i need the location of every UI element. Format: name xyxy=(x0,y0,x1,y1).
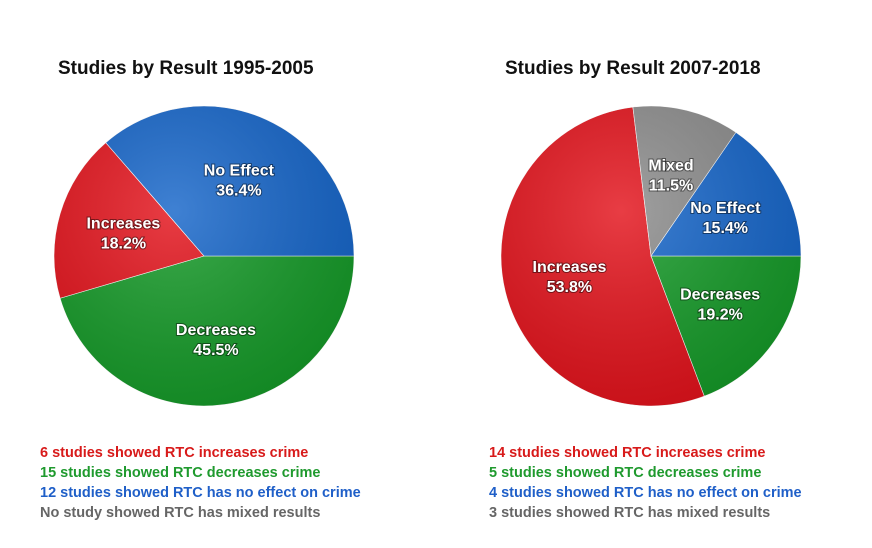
note-decreases: 15 studies showed RTC decreases crime xyxy=(40,465,321,481)
note-decreases: 5 studies showed RTC decreases crime xyxy=(489,465,762,481)
slice-name-decreases: Decreases xyxy=(176,322,256,339)
note-increases: 14 studies showed RTC increases crime xyxy=(489,445,766,461)
note-mixed: 3 studies showed RTC has mixed results xyxy=(489,505,771,521)
slice-name-mixed: Mixed xyxy=(648,157,693,174)
slice-name-decreases: Decreases xyxy=(680,287,760,304)
slice-name-increases: Increases xyxy=(86,215,160,232)
note-no-effect: 12 studies showed RTC has no effect on c… xyxy=(40,485,361,501)
chart-title-2007-2018: Studies by Result 2007-2018 xyxy=(505,58,761,79)
pie-sheen xyxy=(54,106,354,406)
slice-name-increases: Increases xyxy=(533,259,607,276)
pie-chart-1995-2005: Decreases 45.5% Increases 18.2% No Effect 36.… xyxy=(53,105,355,407)
note-mixed: No study showed RTC has mixed results xyxy=(40,505,321,521)
pie-sheen xyxy=(501,106,801,406)
study-notes-1995-2005: 6 studies showed RTC increases crime 15 … xyxy=(40,443,361,523)
slice-value-no-effect: 15.4% xyxy=(703,220,748,237)
slice-value-no-effect: 36.4% xyxy=(216,183,261,200)
slice-name-no-effect: No Effect xyxy=(204,163,275,180)
study-notes-2007-2018: 14 studies showed RTC increases crime 5 … xyxy=(489,443,802,523)
note-increases: 6 studies showed RTC increases crime xyxy=(40,445,309,461)
slice-value-increases: 18.2% xyxy=(101,235,146,252)
slice-value-mixed: 11.5% xyxy=(649,177,693,194)
slice-value-decreases: 19.2% xyxy=(697,307,742,324)
slice-value-decreases: 45.5% xyxy=(193,342,238,359)
pie-chart-2007-2018: Decreases 19.2% Increases 53.8% Mixed 11.5% No… xyxy=(500,105,802,407)
note-no-effect: 4 studies showed RTC has no effect on cr… xyxy=(489,485,802,501)
slice-value-increases: 53.8% xyxy=(547,279,592,296)
slice-name-no-effect: No Effect xyxy=(690,200,761,217)
chart-title-1995-2005: Studies by Result 1995-2005 xyxy=(58,58,314,79)
